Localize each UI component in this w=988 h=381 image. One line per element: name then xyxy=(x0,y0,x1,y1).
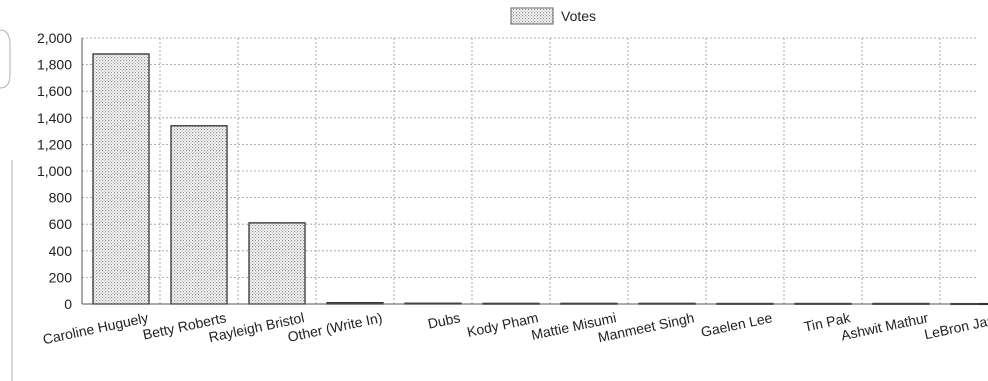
legend-swatch xyxy=(510,7,554,25)
legend: Votes xyxy=(510,7,596,25)
x-category-label: Gaelen Lee xyxy=(699,309,773,340)
x-category-label: Kody Pham xyxy=(466,309,540,340)
bars xyxy=(92,53,988,306)
y-tick-label: 600 xyxy=(49,216,73,232)
bar-betty-roberts xyxy=(170,125,228,305)
x-category-label: LeBron Jame xyxy=(923,309,988,342)
x-category-label: Dubs xyxy=(426,309,461,331)
x-category-label: Ashwit Mathur xyxy=(840,309,930,343)
gridlines xyxy=(81,37,978,305)
x-category-label: Caroline Huguely xyxy=(41,309,149,347)
legend-label: Votes xyxy=(561,8,596,24)
bar-rayleigh-bristol xyxy=(248,222,306,305)
y-tick-label: 0 xyxy=(64,296,72,312)
y-tick-label: 1,200 xyxy=(37,136,72,152)
y-tick-label: 400 xyxy=(49,243,73,259)
y-tick-label: 1,000 xyxy=(37,163,72,179)
left-widget-edge xyxy=(0,29,11,89)
y-tick-label: 2,000 xyxy=(37,30,72,46)
y-tick-label: 1,600 xyxy=(37,83,72,99)
y-tick-label: 200 xyxy=(49,269,73,285)
y-tick-label: 1,400 xyxy=(37,110,72,126)
y-axis-tick-labels: 0 200 400 600 800 1,000 1,200 1,400 1,600 1,800 2,… xyxy=(37,30,72,312)
y-tick-label: 800 xyxy=(49,190,73,206)
y-tick-label: 1,800 xyxy=(37,57,72,73)
bar-caroline-huguely xyxy=(92,53,150,305)
